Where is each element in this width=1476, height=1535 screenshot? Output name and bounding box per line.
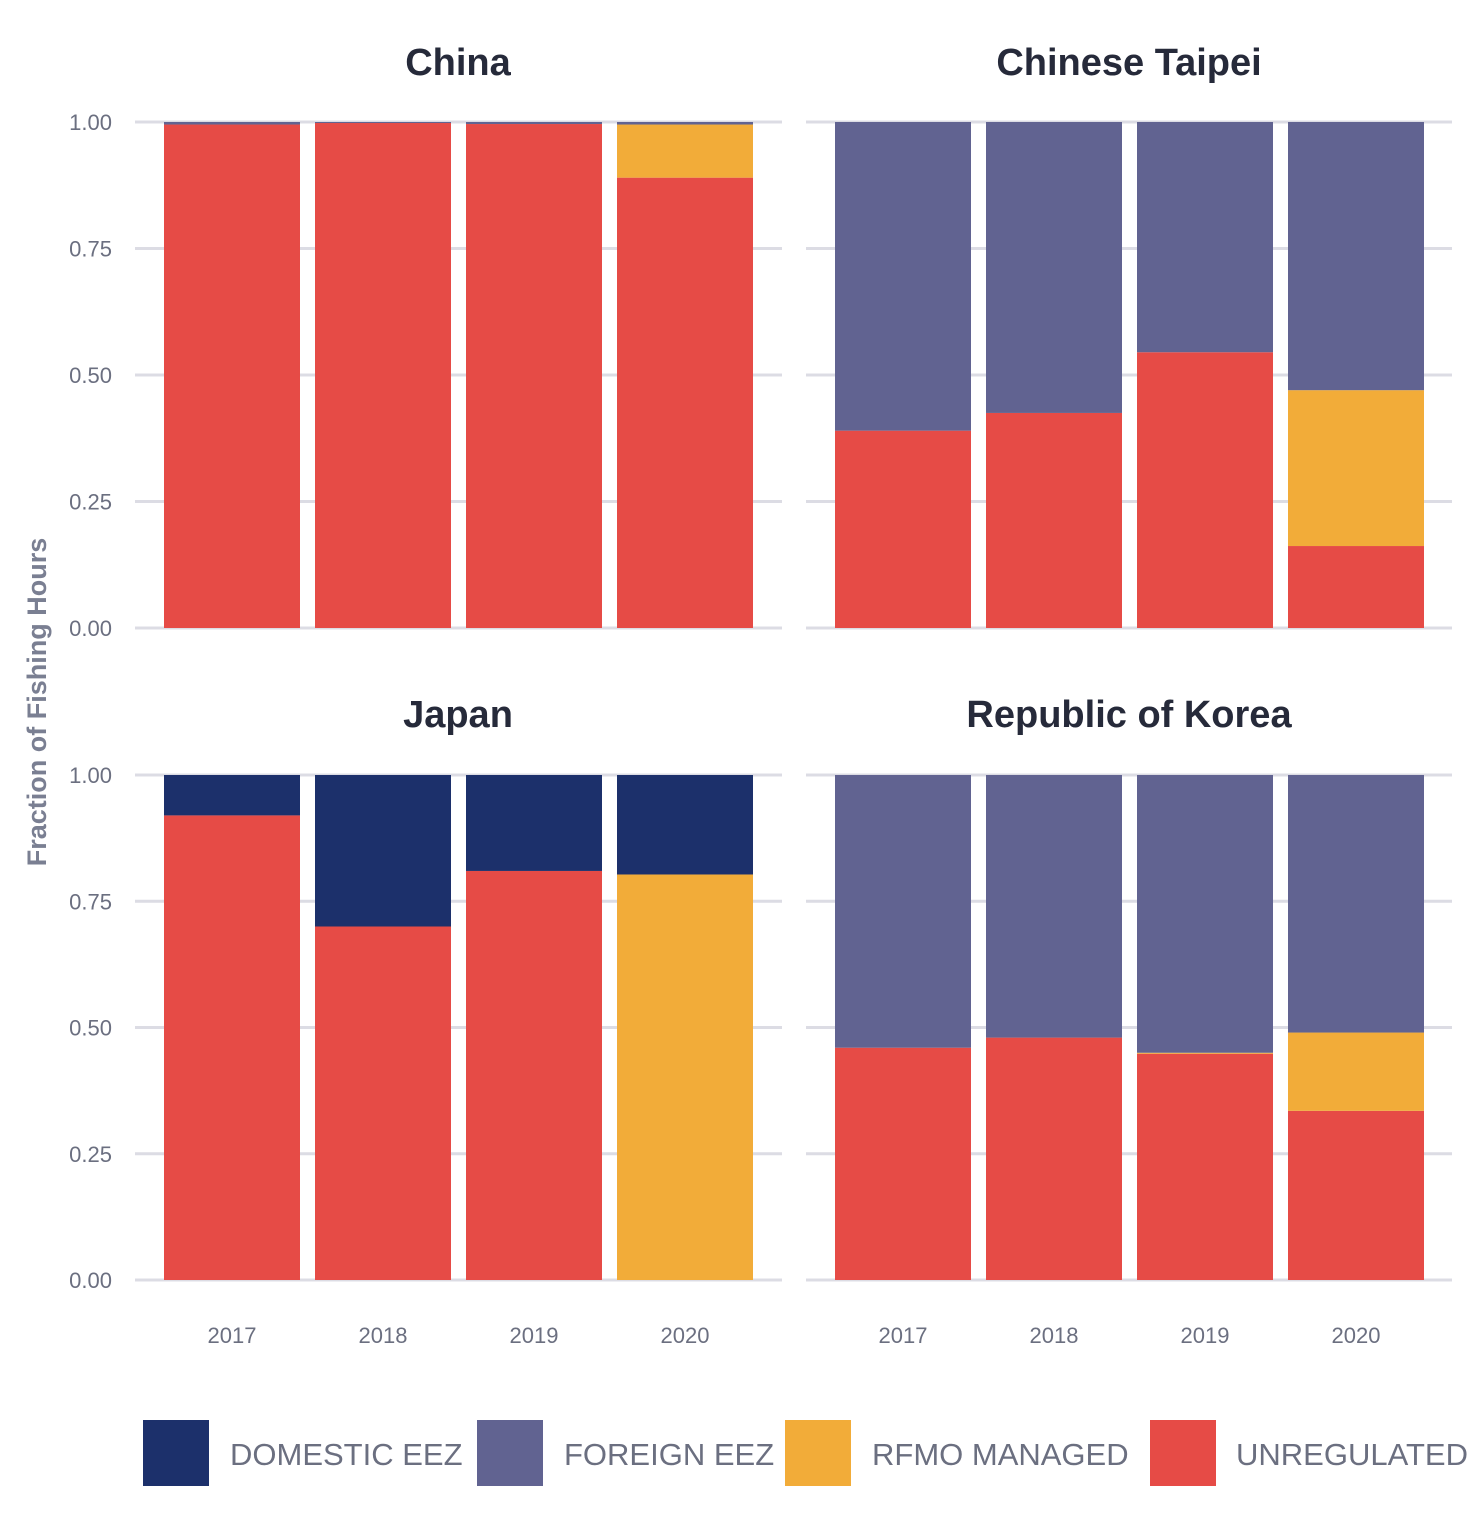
panel-title-republic-of-korea: Republic of Korea	[966, 694, 1292, 736]
bar-china-2019-unregulated	[466, 124, 602, 629]
bar-japan-2018-domestic-eez	[315, 775, 451, 927]
x-tick-label: 2018	[1030, 1323, 1079, 1348]
bar-republic-of-korea-2020-foreign-eez	[1288, 775, 1424, 1033]
bar-chinese-taipei-2017-foreign-eez	[835, 122, 971, 431]
bar-japan-2020-domestic-eez	[617, 775, 753, 875]
bar-japan-2018-unregulated	[315, 926, 451, 1280]
bar-republic-of-korea-2019-foreign-eez	[1137, 775, 1273, 1053]
legend-swatch-foreign-eez	[477, 1420, 543, 1486]
bar-china-2017-unregulated	[164, 124, 300, 628]
legend-swatch-unregulated	[1150, 1420, 1216, 1486]
x-tick-label: 2017	[879, 1323, 928, 1348]
panel-title-chinese-taipei: Chinese Taipei	[996, 42, 1261, 84]
y-tick-label: 1.00	[69, 110, 112, 135]
y-tick-label: 0.25	[69, 490, 112, 515]
bar-china-2020-foreign-eez	[617, 122, 753, 125]
bar-chinese-taipei-2020-foreign-eez	[1288, 122, 1424, 391]
legend-label-rfmo-managed: RFMO MANAGED	[872, 1437, 1129, 1472]
bar-republic-of-korea-2017-unregulated	[835, 1047, 971, 1280]
bar-china-2020-rfmo-managed	[617, 124, 753, 178]
legend-label-unregulated: UNREGULATED	[1236, 1437, 1468, 1472]
y-axis-label: Fraction of Fishing Hours	[22, 538, 52, 867]
legend-swatch-domestic-eez	[143, 1420, 209, 1486]
x-tick-label: 2019	[510, 1323, 559, 1348]
bar-japan-2017-domestic-eez	[164, 775, 300, 816]
bar-republic-of-korea-2018-unregulated	[986, 1037, 1122, 1280]
bar-chinese-taipei-2019-foreign-eez	[1137, 122, 1273, 353]
x-tick-label: 2018	[359, 1323, 408, 1348]
bar-republic-of-korea-2019-rfmo-managed	[1137, 1052, 1273, 1054]
panel-title-china: China	[405, 42, 511, 84]
y-tick-label: 0.50	[69, 1016, 112, 1041]
y-tick-label: 0.00	[69, 616, 112, 641]
bars	[164, 122, 1424, 1280]
bar-china-2018-unregulated	[315, 123, 451, 629]
x-tick-label: 2020	[661, 1323, 710, 1348]
panel-title-japan: Japan	[403, 694, 513, 736]
bar-chinese-taipei-2018-foreign-eez	[986, 122, 1122, 413]
bar-republic-of-korea-2019-unregulated	[1137, 1053, 1273, 1280]
bar-chinese-taipei-2018-unregulated	[986, 412, 1122, 628]
bar-japan-2020-rfmo-managed	[617, 874, 753, 1280]
bar-chinese-taipei-2020-rfmo-managed	[1288, 390, 1424, 547]
bar-japan-2019-unregulated	[466, 870, 602, 1280]
y-tick-label: 1.00	[69, 763, 112, 788]
bar-china-2020-unregulated	[617, 177, 753, 628]
y-tick-label: 0.25	[69, 1142, 112, 1167]
bar-japan-2017-unregulated	[164, 815, 300, 1280]
x-tick-label: 2019	[1181, 1323, 1230, 1348]
legend-label-domestic-eez: DOMESTIC EEZ	[230, 1437, 463, 1472]
y-tick-label: 0.75	[69, 889, 112, 914]
y-tick-label: 0.75	[69, 237, 112, 262]
bar-china-2017-foreign-eez	[164, 122, 300, 125]
bar-chinese-taipei-2019-unregulated	[1137, 352, 1273, 628]
bar-chinese-taipei-2017-unregulated	[835, 430, 971, 628]
x-tick-label: 2020	[1332, 1323, 1381, 1348]
y-tick-label: 0.50	[69, 363, 112, 388]
labels: 0.00 0.25 0.50 0.75 1.00 China Chinese Taipei 0…	[69, 42, 1380, 1348]
bar-chinese-taipei-2020-unregulated	[1288, 546, 1424, 628]
x-tick-label: 2017	[208, 1323, 257, 1348]
bar-japan-2019-domestic-eez	[466, 775, 602, 871]
legend-label-foreign-eez: FOREIGN EEZ	[564, 1437, 774, 1472]
y-tick-label: 0.00	[69, 1268, 112, 1293]
bar-china-2018-foreign-eez	[315, 122, 451, 124]
bar-republic-of-korea-2020-unregulated	[1288, 1110, 1424, 1280]
bar-republic-of-korea-2020-rfmo-managed	[1288, 1032, 1424, 1111]
bar-republic-of-korea-2017-foreign-eez	[835, 775, 971, 1048]
legend: DOMESTIC EEZ FOREIGN EEZ RFMO MANAGED UNREG…	[143, 1420, 1468, 1486]
bar-china-2019-foreign-eez	[466, 122, 602, 125]
bar-republic-of-korea-2018-foreign-eez	[986, 775, 1122, 1038]
legend-swatch-rfmo-managed	[785, 1420, 851, 1486]
